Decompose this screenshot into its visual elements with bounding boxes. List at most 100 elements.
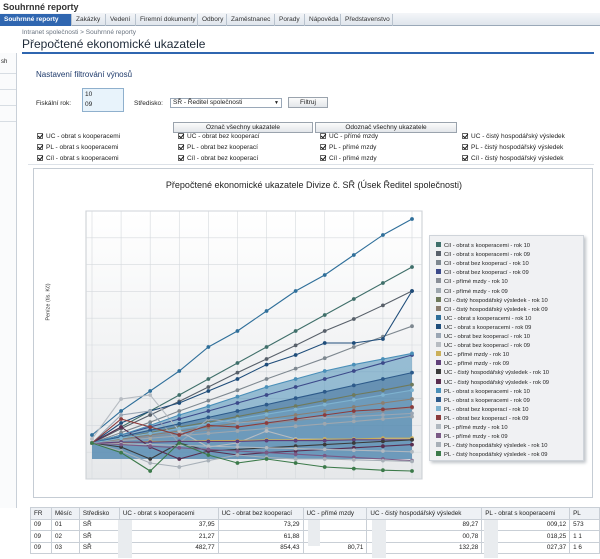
data-point[interactable]	[351, 441, 356, 445]
checkbox-checked-icon[interactable]	[37, 133, 43, 139]
data-point[interactable]	[148, 436, 153, 441]
data-point[interactable]	[351, 383, 356, 388]
data-point[interactable]	[235, 394, 240, 399]
data-point[interactable]	[410, 411, 414, 416]
tab-firemni-dokumenty[interactable]: Firemní dokumenty	[136, 14, 198, 26]
data-point[interactable]	[381, 407, 385, 412]
data-point[interactable]	[410, 449, 414, 454]
column-header[interactable]: Středisko	[78, 507, 120, 520]
data-point[interactable]	[410, 370, 414, 375]
data-point[interactable]	[293, 377, 298, 381]
select-all-button[interactable]: Označ všechny ukazatele	[173, 122, 313, 133]
data-point[interactable]	[410, 397, 414, 401]
data-point[interactable]	[351, 393, 356, 397]
data-point[interactable]	[206, 439, 211, 444]
data-point[interactable]	[322, 329, 327, 333]
data-point[interactable]	[264, 429, 269, 433]
data-point[interactable]	[351, 341, 356, 345]
data-point[interactable]	[235, 461, 240, 465]
data-point[interactable]	[351, 405, 356, 409]
data-point[interactable]	[177, 441, 182, 445]
data-point[interactable]	[322, 453, 327, 458]
data-point[interactable]	[177, 457, 182, 461]
data-point[interactable]	[177, 465, 182, 469]
data-point[interactable]	[293, 343, 298, 348]
data-point[interactable]	[381, 377, 385, 381]
data-point[interactable]	[148, 444, 153, 449]
data-point[interactable]	[235, 370, 240, 375]
data-point[interactable]	[119, 436, 123, 441]
tab-predstavenstvo[interactable]: Představenstvo	[341, 14, 393, 26]
year-option[interactable]: 09	[85, 101, 93, 108]
data-point[interactable]	[119, 442, 123, 447]
data-point[interactable]	[264, 421, 269, 425]
data-point[interactable]	[410, 442, 414, 447]
data-point[interactable]	[235, 377, 240, 381]
data-point[interactable]	[119, 425, 123, 429]
data-point[interactable]	[148, 461, 153, 465]
checkbox-pl-obrat-bez-kooperaci[interactable]: PL - obrat bez kooperací	[178, 144, 258, 152]
data-point[interactable]	[148, 425, 153, 429]
data-point[interactable]	[148, 420, 153, 425]
data-point[interactable]	[322, 457, 327, 461]
checkbox-checked-icon[interactable]	[462, 133, 468, 139]
data-point[interactable]	[381, 444, 385, 449]
tab-vedeni[interactable]: Vedení	[106, 14, 136, 26]
data-point[interactable]	[293, 446, 298, 451]
table-row[interactable]: 09 03 SŘ 482,77 854,43 80,71 132,28 027,…	[30, 541, 600, 554]
data-point[interactable]	[206, 458, 211, 463]
data-point[interactable]	[322, 442, 327, 447]
checkbox-uc-cisty-hv[interactable]: UC - čistý hospodářský výsledek	[462, 133, 565, 141]
data-point[interactable]	[293, 413, 298, 417]
checkbox-pl-obrat-s-kooperacemi[interactable]: PL - obrat s kooperacemi	[37, 144, 118, 152]
data-point[interactable]	[119, 397, 123, 401]
column-header[interactable]: FR	[30, 507, 52, 520]
column-header[interactable]: PL	[569, 507, 600, 520]
data-point[interactable]	[351, 457, 356, 462]
data-point[interactable]	[322, 465, 327, 469]
data-point[interactable]	[410, 437, 414, 442]
data-point[interactable]	[177, 445, 182, 450]
data-point[interactable]	[264, 393, 269, 397]
data-point[interactable]	[293, 452, 298, 457]
data-point[interactable]	[264, 457, 269, 461]
data-point[interactable]	[177, 413, 182, 417]
data-point[interactable]	[148, 393, 153, 397]
data-point[interactable]	[381, 468, 385, 473]
checkbox-checked-icon[interactable]	[37, 144, 43, 150]
data-point[interactable]	[293, 385, 298, 389]
tab-zamestnanec[interactable]: Zaměstnanec	[227, 14, 275, 26]
data-point[interactable]	[293, 461, 298, 465]
data-point[interactable]	[351, 345, 356, 349]
data-point[interactable]	[381, 393, 385, 397]
data-point[interactable]	[410, 405, 414, 409]
checkbox-cil-obrat-bez-kooperaci[interactable]: Cíl - obrat bez kooperací	[178, 155, 258, 163]
data-point[interactable]	[293, 407, 298, 412]
data-point[interactable]	[351, 437, 356, 442]
data-point[interactable]	[264, 450, 269, 455]
data-point[interactable]	[410, 324, 414, 329]
tab-souhrnne-reporty[interactable]: Souhrnné reporty	[0, 14, 72, 26]
data-point[interactable]	[264, 345, 269, 349]
data-point[interactable]	[177, 409, 182, 413]
data-point[interactable]	[264, 309, 269, 313]
data-point[interactable]	[235, 329, 240, 333]
data-point[interactable]	[381, 357, 385, 361]
data-point[interactable]	[206, 389, 211, 393]
data-point[interactable]	[264, 438, 269, 443]
data-point[interactable]	[293, 404, 298, 409]
data-point[interactable]	[381, 439, 385, 444]
data-point[interactable]	[264, 402, 269, 407]
data-point[interactable]	[206, 377, 211, 381]
data-point[interactable]	[322, 421, 327, 426]
data-point[interactable]	[235, 449, 240, 453]
data-point[interactable]	[381, 413, 385, 417]
data-point[interactable]	[148, 389, 153, 393]
data-point[interactable]	[235, 409, 240, 413]
data-point[interactable]	[322, 356, 327, 361]
column-header[interactable]: Měsíc	[50, 507, 80, 520]
data-point[interactable]	[235, 417, 240, 421]
data-point[interactable]	[235, 429, 240, 433]
checkbox-uc-obrat-s-kooperacemi[interactable]: UC - obrat s kooperacemi	[37, 133, 120, 141]
data-point[interactable]	[381, 417, 385, 421]
